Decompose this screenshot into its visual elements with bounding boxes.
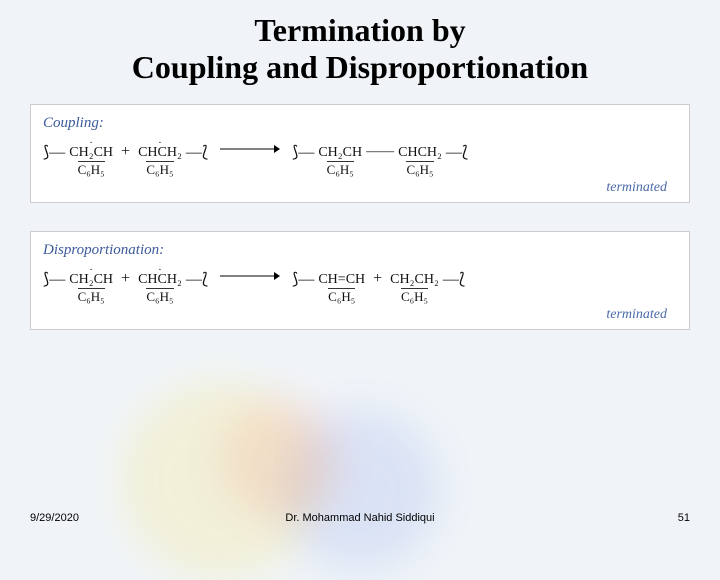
coupling-product-2: CHCH₂ C₆H₅	[398, 138, 442, 176]
polymer-chain-icon: ⟆—	[292, 269, 314, 299]
reaction-arrow-icon	[212, 143, 288, 170]
disproportionation-label: Disproportionation:	[43, 242, 677, 259]
dispro-terminated-label: terminated	[43, 307, 677, 323]
coupling-label: Coupling:	[43, 115, 677, 132]
polymer-chain-icon: —⟅	[446, 142, 468, 172]
slide-footer: 9/29/2020 Dr. Mohammad Nahid Siddiqui 51	[0, 512, 720, 524]
polymer-chain-icon: —⟅	[186, 142, 208, 172]
reaction-arrow-icon	[212, 270, 288, 297]
coupling-product-1: CH₂CH C₆H₅	[318, 138, 362, 176]
coupling-reactant-1: · CH₂CH C₆H₅	[69, 138, 113, 176]
dispro-product-1: CH=CH C₆H₅	[318, 265, 365, 303]
coupling-box: Coupling: ⟆— · CH₂CH C₆H₅ + · CHCH₂ C₆H₅…	[30, 104, 690, 203]
polymer-chain-icon: ⟆—	[43, 142, 65, 172]
plus-icon: +	[369, 270, 386, 298]
plus-icon: +	[117, 143, 134, 171]
slide-title: Termination by Coupling and Disproportio…	[20, 12, 700, 86]
footer-page: 51	[678, 512, 690, 524]
footer-date: 9/29/2020	[30, 512, 79, 524]
plus-icon: +	[117, 270, 134, 298]
polymer-chain-icon: ⟆—	[292, 142, 314, 172]
dispro-product-2: CH₂CH₂ C₆H₅	[390, 265, 439, 303]
title-line-1: Termination by	[254, 12, 465, 48]
coupling-reactant-2: · CHCH₂ C₆H₅	[138, 138, 182, 176]
disproportionation-box: Disproportionation: ⟆— · CH₂CH C₆H₅ + · …	[30, 231, 690, 330]
footer-author: Dr. Mohammad Nahid Siddiqui	[285, 512, 434, 524]
dispro-reactant-1: · CH₂CH C₆H₅	[69, 265, 113, 303]
dispro-reactant-2: · CHCH₂ C₆H₅	[138, 265, 182, 303]
polymer-chain-icon: —⟅	[443, 269, 465, 299]
polymer-chain-icon: —⟅	[186, 269, 208, 299]
disproportionation-reaction: ⟆— · CH₂CH C₆H₅ + · CHCH₂ C₆H₅ —⟅ ⟆— CH=…	[43, 265, 677, 303]
coupling-reaction: ⟆— · CH₂CH C₆H₅ + · CHCH₂ C₆H₅ —⟅ ⟆— CH₂…	[43, 138, 677, 176]
title-line-2: Coupling and Disproportionation	[132, 49, 588, 85]
coupling-terminated-label: terminated	[43, 180, 677, 196]
polymer-chain-icon: ⟆—	[43, 269, 65, 299]
slide-container: Termination by Coupling and Disproportio…	[0, 0, 720, 540]
bond-icon: ——	[366, 144, 394, 170]
